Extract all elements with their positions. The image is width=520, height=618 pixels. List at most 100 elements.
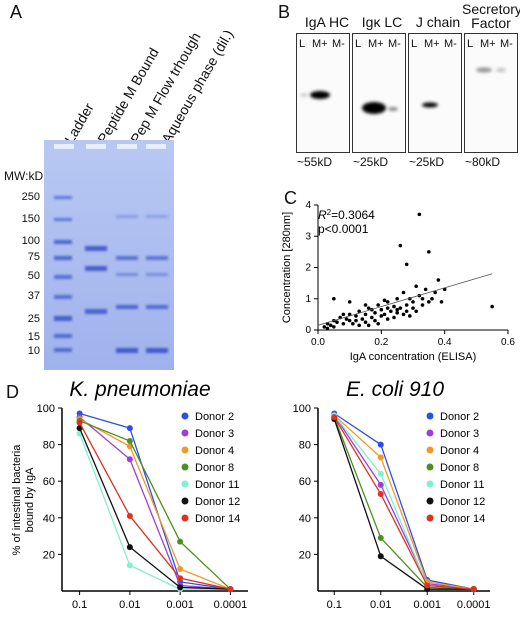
- flow-through-bands: [116, 215, 138, 353]
- line-x-tick-label: 0.1: [72, 599, 87, 611]
- series-point: [76, 419, 83, 426]
- line-x-tick-label: 0.0001: [457, 599, 491, 611]
- kd-iga-hc: ~55kD: [297, 155, 333, 169]
- d-ylabel-line2: bound by IgA: [24, 467, 36, 532]
- scatter-point: [395, 311, 399, 315]
- series-point: [126, 437, 133, 444]
- series-point: [424, 582, 431, 589]
- scatter-point: [408, 314, 412, 318]
- scatter-point: [325, 326, 330, 331]
- legend-label: Donor 12: [440, 496, 485, 508]
- scatter-point: [354, 318, 358, 323]
- scatter-point: [420, 303, 425, 307]
- legend-label: Donor 4: [195, 445, 234, 457]
- mw-marker-37: 37: [27, 290, 40, 302]
- ladder-bands: [54, 196, 72, 352]
- r2-annotation: R2=0.3064: [318, 208, 375, 223]
- series-point: [377, 470, 384, 477]
- d-ylabel-line1: % of intestinal bacteria: [11, 444, 23, 556]
- legend-label: Donor 2: [195, 411, 234, 423]
- band-iga-hc-ladder: [300, 93, 308, 97]
- series-point: [377, 441, 384, 448]
- scatter-xlabel: IgA concentration (ELISA): [350, 351, 477, 363]
- line-y-tick-label: 20: [299, 549, 311, 561]
- series-line: [79, 418, 231, 590]
- scatter-y-tick-label: 2: [305, 263, 311, 274]
- legend-marker: [181, 480, 189, 488]
- line-y-tick-label: 20: [43, 549, 55, 561]
- series-point: [126, 544, 133, 551]
- series-line: [79, 412, 231, 590]
- line-y-tick-label: 80: [43, 440, 55, 452]
- line-y-tick-label: 60: [299, 476, 311, 488]
- line-y-tick-label: 40: [299, 513, 311, 525]
- legend-label: Donor 8: [195, 462, 234, 474]
- blot-title-igk-lc: Igκ LC: [361, 14, 403, 30]
- lane-tag-m-minus: M-: [388, 38, 401, 50]
- scatter-point: [347, 300, 352, 304]
- line-charts: K. pneumoniae 20 40 60 80 100 0.1 0.01 0.001 0.00…: [11, 380, 491, 618]
- band-secretory-mplus: [476, 67, 492, 73]
- legend-label: Donor 11: [440, 479, 484, 491]
- band-j-chain-mplus: [422, 102, 438, 108]
- scatter-point: [401, 312, 406, 317]
- scatter-point: [328, 323, 333, 328]
- series-line: [333, 416, 474, 590]
- legend-marker: [181, 514, 189, 522]
- line-y-tick-label: 40: [43, 513, 55, 525]
- panel-c-letter: C: [284, 188, 297, 208]
- scatter-point: [379, 314, 384, 318]
- mw-marker-75: 75: [27, 251, 40, 263]
- legend-marker: [181, 497, 189, 505]
- d-ylabel: % of intestinal bacteria bound by IgA: [11, 444, 36, 556]
- aqueous-phase-bands: [146, 215, 168, 353]
- series-point: [126, 425, 133, 432]
- scatter-point: [436, 278, 441, 282]
- scatter-point: [344, 317, 349, 321]
- lane-tag-m-plus: M+: [480, 38, 496, 50]
- scatter-point: [395, 307, 399, 312]
- legend-marker: [181, 412, 189, 420]
- scatter-point: [357, 309, 361, 314]
- gel-background: [44, 140, 174, 370]
- scatter-point: [389, 309, 393, 314]
- series-point: [331, 414, 338, 421]
- scatter-point: [401, 290, 406, 295]
- scatter-point: [433, 290, 437, 295]
- line-y-tick-label: 80: [299, 440, 311, 452]
- legend-label: Donor 8: [440, 462, 479, 474]
- scatter-point: [351, 321, 355, 326]
- blot-title-j-chain: J chain: [415, 14, 461, 30]
- scatter-point: [332, 325, 336, 329]
- line-y-tick-label: 60: [43, 476, 55, 488]
- scatter-x-tick-label: 0.4: [438, 337, 452, 348]
- panel-a-letter: A: [10, 2, 23, 22]
- kd-igk-lc: ~25kD: [353, 155, 389, 169]
- line-chart-title: K. pneumoniae: [69, 380, 210, 401]
- line-x-tick-label: 0.01: [370, 599, 391, 611]
- scatter-ylabel: Concentration [280nm]: [281, 212, 293, 323]
- scatter-point: [335, 320, 339, 324]
- scatter-point: [341, 312, 346, 317]
- scatter-y-tick-label: 4: [305, 200, 311, 211]
- kd-secretory-factor: ~80kD: [465, 155, 501, 169]
- blot-title-secretory-line1: Secretory: [462, 1, 520, 17]
- kd-j-chain: ~25kD: [409, 155, 445, 169]
- scatter-point: [427, 250, 431, 254]
- panel-d-letter: D: [6, 382, 19, 402]
- blot-title-iga-hc: IgA HC: [304, 14, 350, 30]
- scatter-point: [332, 296, 336, 301]
- line-chart-k-pneumoniae: K. pneumoniae 20 40 60 80 100 0.1 0.01 0.001 0.00…: [37, 380, 248, 618]
- legend-label: Donor 12: [195, 496, 240, 508]
- panel-b-letter: B: [278, 2, 291, 22]
- legend-label: Donor 2: [440, 411, 479, 423]
- scatter-point: [366, 306, 371, 310]
- lane-tag-l: L: [355, 38, 362, 50]
- scatter-point: [385, 306, 390, 310]
- legend-label: Donor 14: [440, 513, 485, 525]
- scatter-point: [411, 300, 415, 304]
- scatter-point: [490, 304, 494, 309]
- blot-igk-lc: [352, 33, 406, 153]
- scatter-point: [411, 306, 415, 310]
- legend-label: Donor 14: [195, 513, 240, 525]
